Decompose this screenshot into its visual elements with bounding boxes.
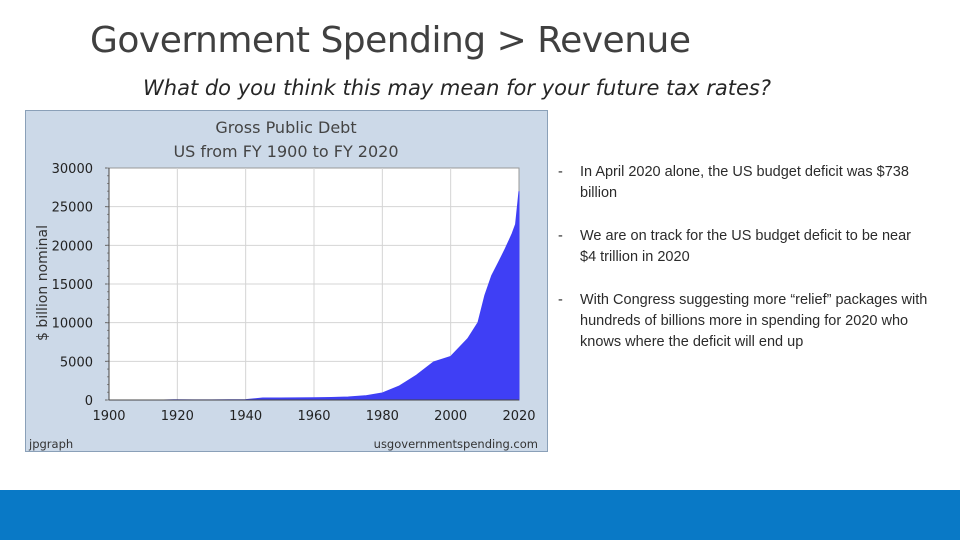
bullet-list: - In April 2020 alone, the US budget def… bbox=[558, 162, 928, 375]
bullet-text: With Congress suggesting more “relief” p… bbox=[580, 292, 928, 350]
x-tick-label: 1960 bbox=[297, 409, 330, 424]
y-tick-label: 10000 bbox=[52, 317, 93, 332]
bullet-dash: - bbox=[558, 228, 563, 244]
x-tick-label: 2020 bbox=[502, 409, 535, 424]
x-tick-label: 2000 bbox=[434, 409, 467, 424]
bullet-item: - With Congress suggesting more “relief”… bbox=[558, 290, 928, 353]
y-tick-label: 25000 bbox=[52, 201, 93, 216]
bullet-item: - In April 2020 alone, the US budget def… bbox=[558, 162, 928, 204]
axes: 1900 1920 1940 1960 1980 2000 2020 0 5000 10000 15… bbox=[52, 162, 536, 424]
chart-title: Gross Public Debt bbox=[215, 118, 356, 137]
y-tick-label: 0 bbox=[85, 394, 93, 409]
bullet-item: - We are on track for the US budget defi… bbox=[558, 226, 928, 268]
x-tick-label: 1940 bbox=[229, 409, 262, 424]
slide-title: Government Spending > Revenue bbox=[90, 20, 691, 61]
footer-bar bbox=[0, 490, 960, 540]
bullet-text: In April 2020 alone, the US budget defic… bbox=[580, 164, 909, 201]
bullet-dash: - bbox=[558, 164, 563, 180]
x-tick-label: 1900 bbox=[92, 409, 125, 424]
debt-chart-svg: Gross Public Debt US from FY 1900 to FY … bbox=[28, 118, 538, 451]
y-tick-label: 30000 bbox=[52, 162, 93, 177]
debt-chart: Gross Public Debt US from FY 1900 to FY … bbox=[25, 110, 548, 452]
source-right-label: usgovernmentspending.com bbox=[374, 437, 538, 451]
x-tick-label: 1980 bbox=[366, 409, 399, 424]
x-tick-label: 1920 bbox=[161, 409, 194, 424]
slide-subtitle: What do you think this may mean for your… bbox=[143, 76, 772, 100]
y-tick-label: 5000 bbox=[60, 355, 93, 370]
source-left-label: jpgraph bbox=[28, 437, 73, 451]
bullet-dash: - bbox=[558, 292, 563, 308]
y-axis-label: $ billion nominal bbox=[35, 225, 51, 341]
chart-subtitle: US from FY 1900 to FY 2020 bbox=[173, 142, 398, 161]
y-tick-label: 15000 bbox=[52, 278, 93, 293]
bullet-text: We are on track for the US budget defici… bbox=[580, 228, 912, 265]
y-tick-label: 20000 bbox=[52, 239, 93, 254]
